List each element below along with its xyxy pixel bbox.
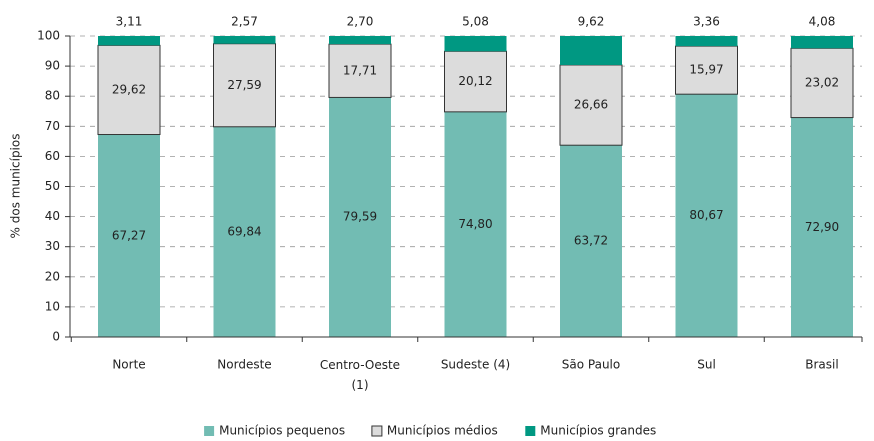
bar-segment bbox=[329, 36, 391, 45]
bar-segment bbox=[328, 43, 392, 98]
bar-segment bbox=[213, 43, 276, 128]
bar-segment bbox=[444, 50, 507, 113]
data-label: 69,84 bbox=[227, 224, 261, 238]
y-tick-label: 20 bbox=[45, 269, 60, 283]
bar-segment bbox=[98, 134, 160, 337]
data-label: 17,71 bbox=[343, 63, 377, 77]
legend-label: Municípios médios bbox=[387, 424, 498, 438]
bar-segment bbox=[98, 36, 160, 46]
bar-segment bbox=[559, 64, 623, 146]
y-tick-label: 50 bbox=[45, 179, 60, 193]
bar-segment bbox=[444, 36, 507, 52]
bar-segment bbox=[560, 145, 622, 337]
x-tick-label: São Paulo bbox=[562, 358, 620, 372]
data-label: 72,90 bbox=[805, 220, 839, 234]
bar-segment bbox=[213, 36, 276, 44]
x-tick-label: Norte bbox=[112, 358, 145, 372]
y-tick-label: 30 bbox=[45, 239, 60, 253]
x-tick-label: Brasil bbox=[805, 358, 838, 372]
data-label: 15,97 bbox=[689, 63, 723, 77]
data-label: 2,57 bbox=[231, 15, 258, 29]
bar-segment bbox=[675, 45, 738, 95]
data-label: 26,66 bbox=[574, 98, 608, 112]
legend-label: Municípios pequenos bbox=[219, 424, 345, 438]
data-label: 4,08 bbox=[809, 15, 836, 29]
data-label: 9,62 bbox=[578, 15, 605, 29]
bar-segment bbox=[444, 111, 507, 338]
bar-segment bbox=[675, 36, 738, 47]
legend-swatch bbox=[525, 426, 536, 436]
legend-swatch bbox=[371, 425, 383, 437]
data-label: 3,36 bbox=[693, 15, 720, 29]
bar-segment bbox=[791, 117, 853, 337]
bar-segment bbox=[791, 36, 853, 49]
legend-swatch bbox=[204, 426, 215, 436]
data-label: 27,59 bbox=[227, 78, 261, 92]
x-tick-label: Sudeste (4) bbox=[441, 358, 510, 372]
data-label: 5,08 bbox=[462, 15, 489, 29]
y-tick-label: 80 bbox=[45, 89, 60, 103]
data-label: 2,70 bbox=[347, 15, 374, 29]
y-tick-label: 0 bbox=[52, 330, 60, 344]
data-label: 63,72 bbox=[574, 234, 608, 248]
data-label: 23,02 bbox=[805, 75, 839, 89]
bar-segment bbox=[97, 44, 161, 136]
data-label: 3,11 bbox=[116, 15, 143, 29]
bar-segment bbox=[560, 36, 622, 65]
bar-segment bbox=[790, 47, 854, 119]
x-tick-label: Sul bbox=[697, 358, 716, 372]
x-tick-label: Nordeste bbox=[217, 358, 271, 372]
data-label: 20,12 bbox=[458, 74, 492, 88]
data-label: 67,27 bbox=[112, 228, 146, 242]
y-tick-label: 90 bbox=[45, 59, 60, 73]
legend-label: Municípios grandes bbox=[540, 424, 656, 438]
y-axis-label: % dos municípios bbox=[9, 134, 23, 239]
bar-segment bbox=[675, 94, 738, 338]
y-tick-label: 40 bbox=[45, 209, 60, 223]
data-label: 80,67 bbox=[689, 208, 723, 222]
data-label: 79,59 bbox=[343, 210, 377, 224]
bar-segment bbox=[213, 126, 276, 337]
y-tick-label: 100 bbox=[37, 29, 60, 43]
data-label: 74,80 bbox=[458, 217, 492, 231]
y-tick-label: 60 bbox=[45, 149, 60, 163]
y-tick-label: 70 bbox=[45, 119, 60, 133]
bar-segment bbox=[329, 97, 391, 337]
x-tick-label: Centro-Oeste (1) bbox=[320, 358, 400, 392]
data-label: 29,62 bbox=[112, 82, 146, 96]
y-tick-label: 10 bbox=[45, 299, 60, 313]
